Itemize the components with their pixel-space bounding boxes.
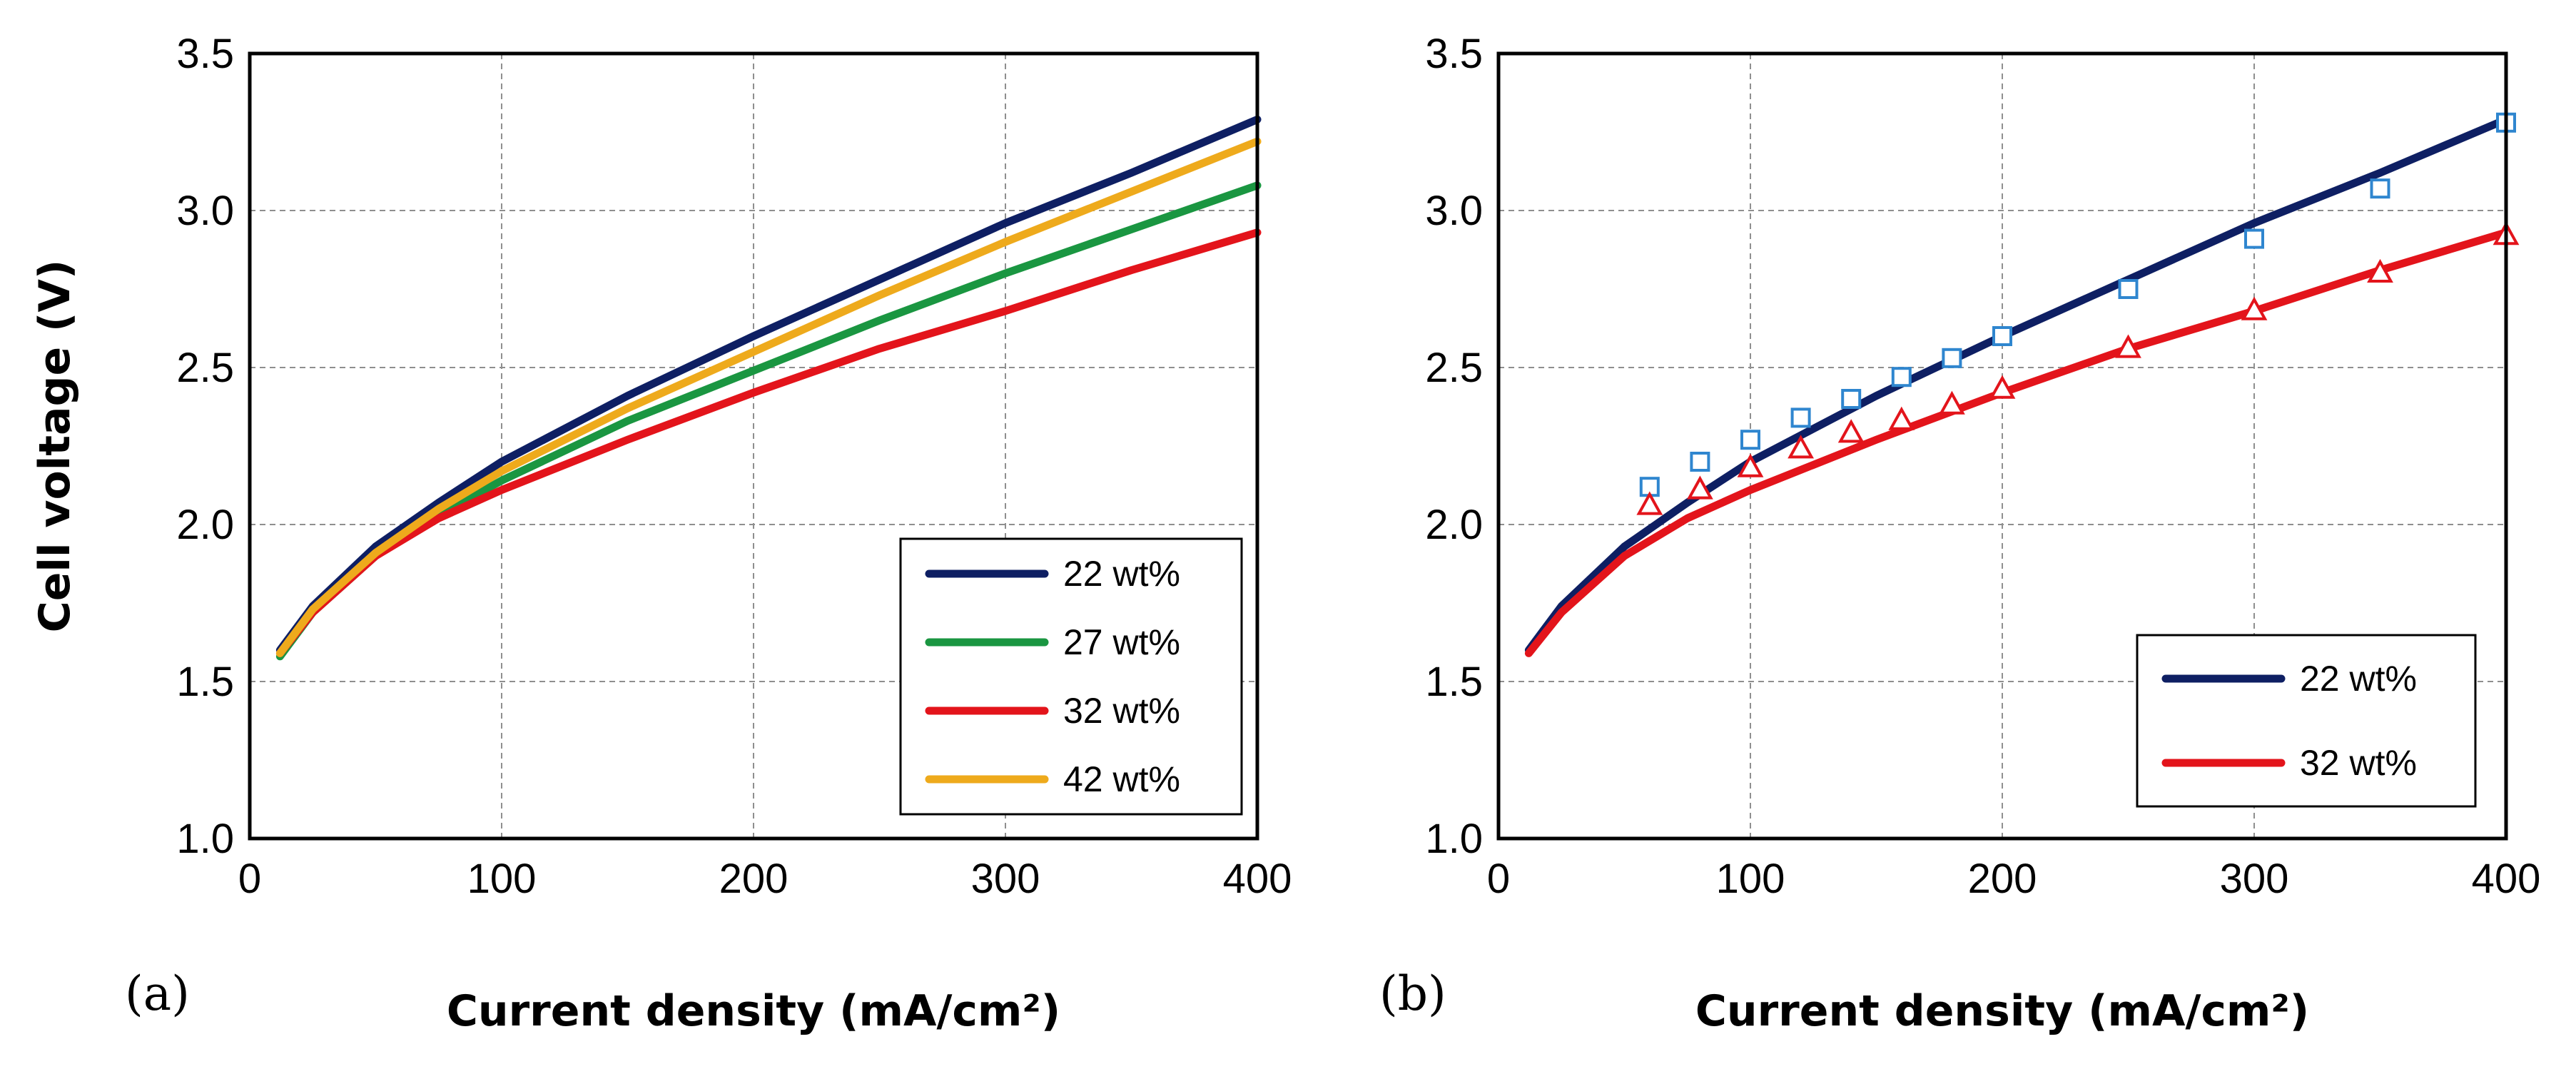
data-point-triangle: [1636, 491, 1663, 515]
data-point-triangle: [2115, 334, 2141, 358]
x-axis-title: Current density (mA/cm²): [1695, 986, 2309, 1036]
x-tick-label: 400: [2472, 856, 2541, 902]
y-tick-label: 3.5: [1425, 31, 1483, 77]
y-tick-label: 1.0: [176, 816, 234, 862]
x-tick-label: 300: [2220, 856, 2289, 902]
x-tick-label: 200: [1968, 856, 2037, 902]
panel-label: (a): [125, 966, 190, 1021]
data-point-square: [1639, 477, 1660, 497]
data-point-square: [1690, 452, 1710, 472]
data-point-square: [1992, 326, 2012, 346]
x-tick-label: 200: [719, 856, 788, 902]
data-point-triangle: [1687, 475, 1713, 500]
y-tick-label: 2.5: [1425, 345, 1483, 391]
legend-label: 32 wt%: [1063, 691, 1180, 731]
legend-box: [2136, 634, 2477, 808]
x-tick-label: 400: [1223, 856, 1292, 902]
data-point-square: [2244, 228, 2264, 249]
y-tick-label: 1.5: [176, 659, 234, 705]
data-point-triangle: [1737, 453, 1764, 477]
legend-label: 42 wt%: [1063, 759, 1180, 799]
series-line-32-wt: [1524, 228, 2510, 657]
y-tick-label: 2.5: [176, 345, 234, 391]
legend: 22 wt% 27 wt% 32 wt% 42 wt%: [899, 537, 1243, 816]
y-tick-label: 3.0: [176, 188, 234, 234]
y-tick-label: 2.0: [176, 502, 234, 548]
y-tick-label: 1.5: [1425, 659, 1483, 705]
y-tick-label: 2.0: [1425, 502, 1483, 548]
series-line-22-wt: [1524, 115, 2510, 654]
data-point-square: [1891, 367, 1912, 387]
plot-frame: [1496, 51, 2508, 841]
x-axis-title: Current density (mA/cm²): [447, 986, 1060, 1036]
data-point-square: [1740, 430, 1760, 450]
panel-a: 1.0 1.5 2.0 2.5 3.0 3.5 0 100 200 300 400 Current d…: [30, 31, 1292, 1036]
x-tick-label: 0: [238, 856, 261, 902]
legend-label: 27 wt%: [1063, 622, 1180, 662]
y-axis-title: Cell voltage (V): [30, 260, 80, 633]
data-point-triangle: [1888, 406, 1915, 430]
x-tick-label: 300: [971, 856, 1040, 902]
legend: 22 wt% 32 wt%: [2136, 634, 2477, 808]
x-tick-label: 100: [467, 856, 537, 902]
panel-b: 1.0 1.5 2.0 2.5 3.0 3.5 0 100 200 300 400 Current d…: [1379, 31, 2540, 1036]
data-point-square: [1841, 389, 1862, 409]
data-point-square: [2370, 178, 2390, 199]
x-tick-label: 100: [1716, 856, 1785, 902]
data-point-triangle: [1788, 435, 1814, 459]
data-point-square: [1942, 348, 1962, 368]
series-line-42-wt: [275, 137, 1262, 657]
data-point-triangle: [1837, 419, 1865, 443]
data-point-triangle: [2241, 296, 2268, 320]
y-tick-label: 1.0: [1425, 816, 1483, 862]
legend-label: 22 wt%: [2300, 659, 2417, 699]
data-point-triangle: [1939, 390, 1965, 415]
y-tick-label: 3.5: [176, 31, 234, 77]
legend-label: 22 wt%: [1063, 554, 1180, 594]
panel-label: (b): [1379, 966, 1446, 1021]
data-point-triangle: [2367, 258, 2393, 283]
legend-box: [899, 537, 1243, 816]
plot-frame: [248, 51, 1259, 841]
legend-label: 32 wt%: [2300, 743, 2417, 783]
y-tick-label: 3.0: [1425, 188, 1483, 234]
data-point-triangle: [1989, 375, 2016, 399]
data-point-square: [2118, 279, 2139, 299]
data-point-square: [1790, 407, 1811, 428]
x-tick-label: 0: [1487, 856, 1510, 902]
